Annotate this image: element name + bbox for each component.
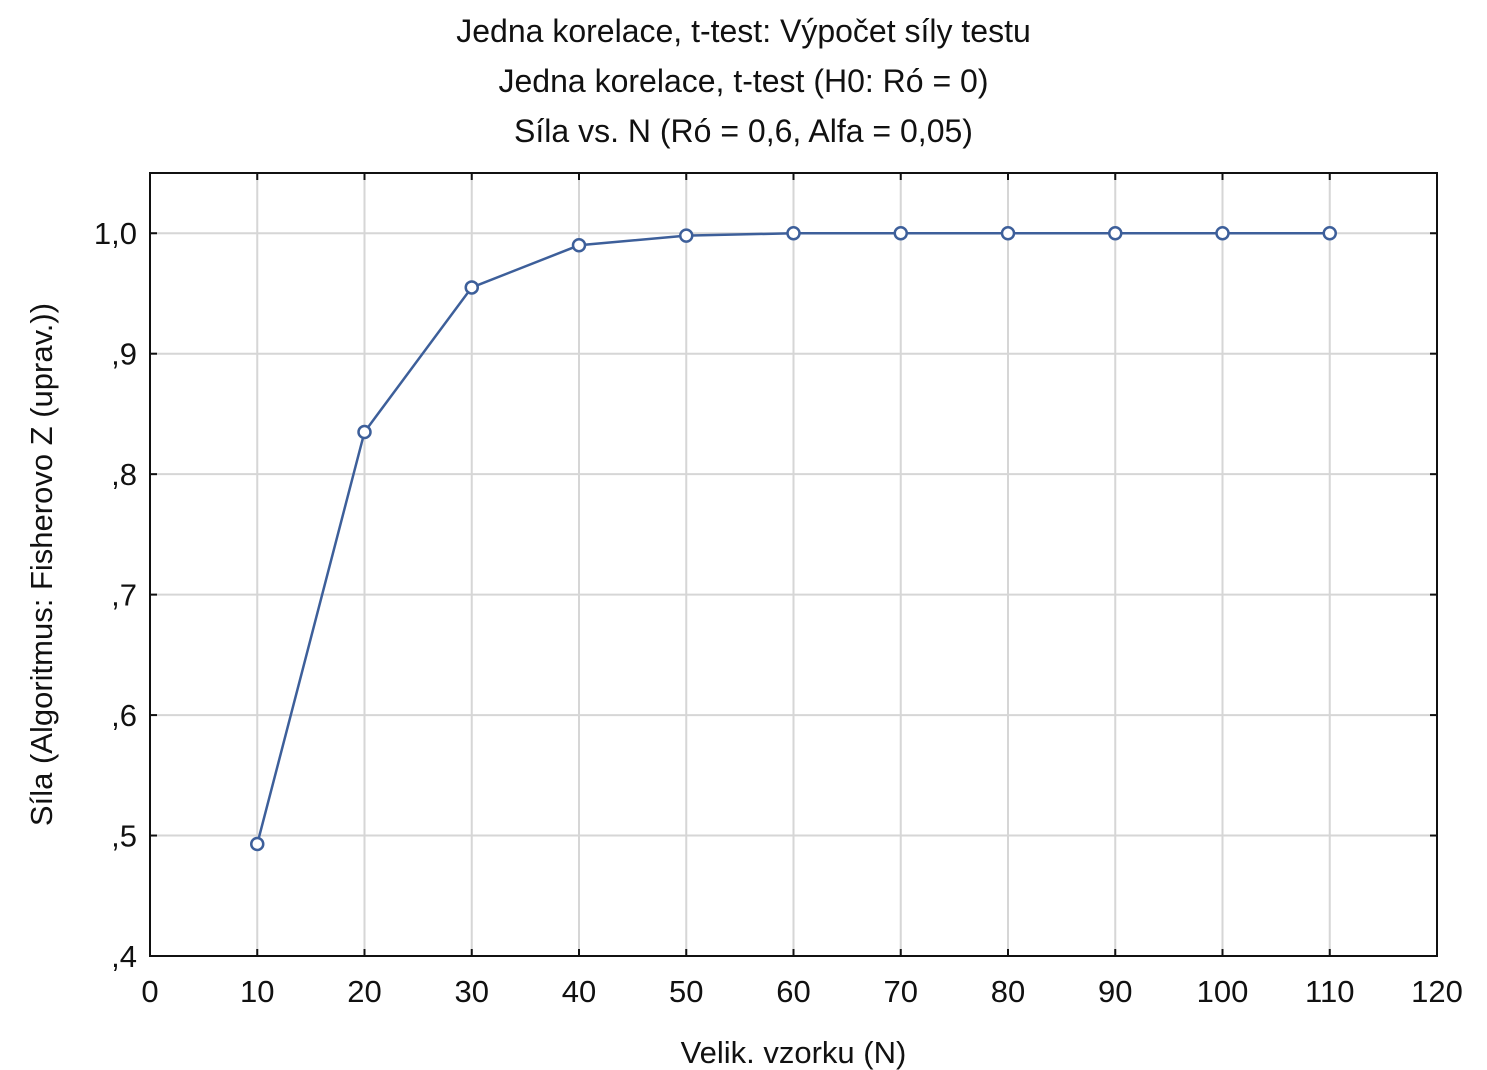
- x-tick-label: 100: [1197, 974, 1249, 1009]
- x-tick-label: 20: [347, 974, 381, 1009]
- chart-subtitle-2: Síla vs. N (Ró = 0,6, Alfa = 0,05): [514, 113, 973, 149]
- data-point: [250, 836, 265, 852]
- y-tick-label: ,8: [111, 457, 137, 492]
- x-tick-label: 110: [1305, 974, 1354, 1009]
- y-tick-label: ,5: [111, 819, 137, 854]
- x-tick-label: 80: [991, 974, 1025, 1009]
- data-point: [786, 225, 801, 241]
- x-tick-label: 30: [455, 974, 489, 1009]
- y-tick-label: ,9: [111, 337, 137, 372]
- chart-title: Jedna korelace, t-test: Výpočet síly tes…: [456, 13, 1031, 49]
- x-tick-label: 70: [884, 974, 918, 1009]
- x-tick-label: 10: [240, 974, 274, 1009]
- data-point: [571, 238, 587, 253]
- y-tick-label: 1,0: [94, 216, 137, 251]
- data-point: [357, 424, 372, 440]
- data-point: [1000, 225, 1016, 241]
- data-point: [1215, 225, 1230, 241]
- data-point: [1108, 225, 1123, 241]
- chart-titles: Jedna korelace, t-test: Výpočet síly tes…: [0, 6, 1487, 156]
- data-point: [464, 280, 479, 295]
- data-series: [250, 225, 1337, 852]
- x-tick-label: 0: [141, 974, 158, 1009]
- x-tick-label: 60: [776, 974, 810, 1009]
- y-tick-label: ,6: [111, 698, 137, 733]
- data-point: [893, 225, 908, 241]
- axis-ticks: 0 10 20 30 40 50 60 70 80 90 100 110 120 ,4 ,5 ,6 ,7 ,8 ,9…: [94, 173, 1463, 1009]
- data-point: [1322, 225, 1337, 241]
- y-axis-label: Síla (Algoritmus: Fisherovo Z (uprav.)): [24, 303, 59, 826]
- data-point: [679, 228, 694, 243]
- y-tick-label: ,7: [111, 578, 137, 613]
- x-axis-label: Velik. vzorku (N): [681, 1035, 907, 1070]
- chart-subtitle: Jedna korelace, t-test (H0: Ró = 0): [498, 63, 989, 99]
- y-tick-label: ,4: [111, 939, 137, 974]
- x-tick-label: 50: [669, 974, 703, 1009]
- x-tick-label: 90: [1098, 974, 1132, 1009]
- x-tick-label: 120: [1411, 974, 1463, 1009]
- grid-lines: [150, 173, 1437, 956]
- x-tick-label: 40: [562, 974, 596, 1009]
